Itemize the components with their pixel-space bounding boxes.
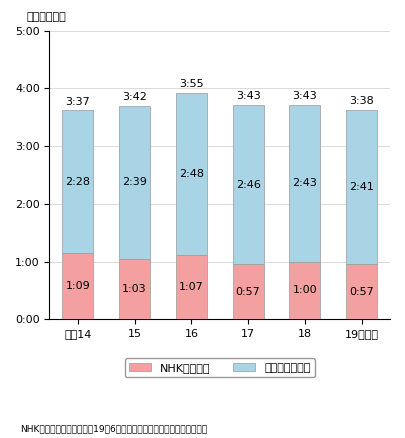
Bar bbox=[176, 255, 207, 319]
Text: NHK放送文化研究所「平成19年6月　全国個人視聴率調査」により作成: NHK放送文化研究所「平成19年6月 全国個人視聴率調査」により作成 bbox=[20, 424, 207, 434]
Bar bbox=[289, 261, 320, 319]
Text: 3:55: 3:55 bbox=[179, 79, 204, 89]
Text: 1:07: 1:07 bbox=[179, 282, 204, 292]
Bar bbox=[119, 259, 150, 319]
Text: 2:43: 2:43 bbox=[292, 178, 317, 188]
Text: 2:48: 2:48 bbox=[179, 169, 204, 179]
Text: 3:42: 3:42 bbox=[122, 92, 147, 102]
Text: 2:41: 2:41 bbox=[349, 182, 374, 192]
Bar bbox=[119, 106, 150, 259]
Bar bbox=[62, 110, 94, 253]
Text: 1:09: 1:09 bbox=[66, 281, 90, 291]
Legend: NHK視聴時間, 民放他視聴時間: NHK視聴時間, 民放他視聴時間 bbox=[125, 358, 315, 377]
Bar bbox=[232, 265, 264, 319]
Text: 2:28: 2:28 bbox=[65, 177, 90, 187]
Bar bbox=[62, 253, 94, 319]
Bar bbox=[346, 265, 377, 319]
Text: 3:43: 3:43 bbox=[292, 91, 317, 101]
Bar bbox=[176, 93, 207, 255]
Text: 3:38: 3:38 bbox=[349, 95, 374, 106]
Text: 2:46: 2:46 bbox=[236, 180, 260, 190]
Text: 0:57: 0:57 bbox=[349, 287, 374, 297]
Text: 2:39: 2:39 bbox=[122, 177, 147, 187]
Bar bbox=[232, 105, 264, 265]
Text: 0:57: 0:57 bbox=[236, 287, 260, 297]
Bar bbox=[346, 110, 377, 265]
Text: 1:03: 1:03 bbox=[122, 284, 147, 294]
Bar bbox=[289, 105, 320, 261]
Y-axis label: （時間：分）: （時間：分） bbox=[26, 12, 66, 22]
Text: 3:43: 3:43 bbox=[236, 91, 260, 101]
Text: 3:37: 3:37 bbox=[66, 97, 90, 106]
Text: 1:00: 1:00 bbox=[292, 286, 317, 296]
